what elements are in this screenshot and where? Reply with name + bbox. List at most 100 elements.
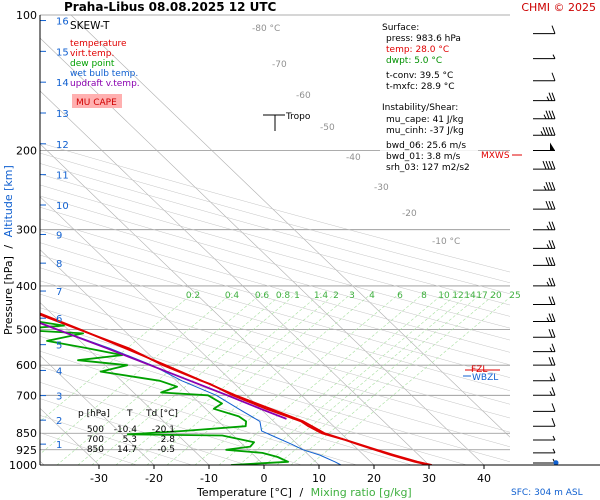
altitude-tick-label: 11 (56, 171, 69, 182)
wind-barb (533, 257, 556, 266)
series-dew-point (40, 320, 289, 465)
pressure-tick-925: 925 (16, 444, 37, 457)
altitude-tick-label: 15 (56, 47, 69, 58)
wind-barb-feather (551, 25, 556, 34)
credit-label: CHMI © 2025 (521, 1, 596, 14)
dry-adiabat (40, 218, 510, 353)
legend-item-temperature: temperature (70, 39, 127, 49)
chart-title: Praha-Libus 08.08.2025 12 UTC (64, 0, 277, 14)
wind-barb (533, 372, 556, 382)
isotherm-label: -10 °C (432, 237, 460, 247)
wind-barb-feather (551, 200, 556, 210)
mixing-ratio-label: 2 (333, 291, 339, 301)
table-row-700-td: 2.8 (161, 435, 176, 445)
wind-barb (533, 356, 556, 366)
wind-barb (533, 92, 556, 102)
mixing-ratio-line (146, 292, 353, 465)
wind-barb-half-feather (540, 131, 544, 136)
dry-adiabat (40, 230, 510, 366)
wind-barb-feather (551, 221, 556, 230)
instability-mu-cinh: mu_cinh: -37 J/kg (386, 126, 464, 136)
isotherm-line (40, 302, 210, 465)
dry-adiabat (40, 254, 510, 392)
altitude-tick-label: 16 (56, 17, 69, 28)
profile-series (40, 312, 432, 465)
wind-barb (533, 448, 556, 454)
y-axis-title-altitude: Altitude [km] (2, 165, 15, 237)
pressure-tick-850: 850 (16, 427, 37, 440)
dry-adiabat (40, 307, 510, 448)
isotherm-label: -30 (374, 183, 389, 193)
surface-press: press: 983.6 hPa (386, 34, 461, 44)
mixing-ratio-line (40, 292, 233, 455)
wbzl-label: WBZL (472, 373, 498, 383)
mu-cape-badge-bg (72, 94, 122, 108)
wind-barb (533, 277, 556, 287)
wind-barb (533, 329, 556, 338)
mixing-ratio-label: 8 (421, 291, 427, 301)
dry-adiabat (40, 350, 412, 465)
wind-barb-half-feather (549, 391, 553, 396)
dry-adiabat (40, 184, 510, 317)
mixing-ratio-line (290, 292, 497, 465)
altitude-tick-label: 12 (56, 140, 69, 151)
wind-barb (533, 343, 556, 353)
mixing-ratio-label: 0.6 (255, 291, 270, 301)
surface-title: Surface: (382, 23, 419, 33)
mixing-ratio-label: 6 (397, 291, 403, 301)
instability-title: Instability/Shear: (382, 103, 458, 113)
temperature-tick-label: 0 (261, 472, 268, 485)
altitude-tick-label: 3 (56, 392, 62, 403)
dry-adiabat (40, 152, 510, 284)
isotherm-label: -80 °C (252, 24, 280, 34)
table-row-700-p: 700 (87, 435, 104, 445)
y-axis-title-sep: / (2, 245, 15, 249)
wind-barb (533, 296, 556, 306)
pressure-tick-1000: 1000 (9, 459, 37, 472)
wind-barb-feather (551, 277, 556, 287)
mixing-ratio-line (252, 292, 459, 465)
wind-barb-feather (545, 257, 550, 266)
wind-barb-feather (551, 240, 556, 249)
mixing-ratio-line (309, 296, 510, 465)
mixing-ratio-label: 0.4 (225, 291, 240, 301)
wind-barb-half-feather (543, 114, 547, 119)
wind-barb-pennant (550, 142, 555, 151)
isotherm-label: -70 (272, 60, 287, 70)
wind-barb (533, 72, 556, 82)
mixing-ratio-line (77, 292, 284, 465)
mixing-ratio-line (91, 292, 298, 465)
mixing-ratio-label: 1.4 (314, 291, 329, 301)
temperature-tick-label: 20 (367, 472, 381, 485)
legend: SKEW-T temperature virt.temp. dew point … (70, 20, 140, 108)
wind-barb-feather (545, 160, 550, 170)
series-wet-bulb-temp (40, 322, 342, 465)
wind-barb-half-feather (552, 448, 556, 454)
dry-adiabat (40, 293, 510, 433)
temperature-tick-label: -10 (200, 472, 218, 485)
level-table: p [hPa] T Td [°C] 500 -10.4 -20.1 700 5.… (78, 409, 178, 455)
wind-barb-feather (551, 110, 556, 119)
y-axis-title-pressure: Pressure [hPa] (2, 256, 15, 335)
mixing-ratio-label: 14 (464, 291, 476, 301)
mu-cape-badge: MU CAPE (76, 98, 117, 108)
pressure-tick-100: 100 (16, 9, 37, 22)
pressure-tick-300: 300 (16, 224, 37, 237)
surface-dwpt: dwpt: 5.0 °C (386, 56, 442, 66)
mixing-ratio-line (166, 292, 373, 465)
temperature-tick-label: 10 (312, 472, 326, 485)
isotherm-line (40, 196, 320, 465)
wind-barb-feather (548, 329, 553, 338)
instability-mu-cape: mu_cape: 41 J/kg (386, 115, 464, 125)
wind-barb-feather (545, 200, 550, 210)
wind-barb-half-feather (543, 185, 547, 191)
surface-info-bg (380, 18, 478, 172)
isotherm-lines (40, 15, 510, 465)
dry-adiabat (40, 163, 510, 295)
isotherm-line (40, 354, 155, 465)
wind-barb-half-feather (549, 376, 553, 382)
wind-barb (533, 181, 556, 191)
y-axis-title: Pressure [hPa] / Altitude [km] (2, 165, 15, 335)
wind-barb-feather (548, 110, 553, 119)
wind-barb-feather (548, 257, 553, 266)
